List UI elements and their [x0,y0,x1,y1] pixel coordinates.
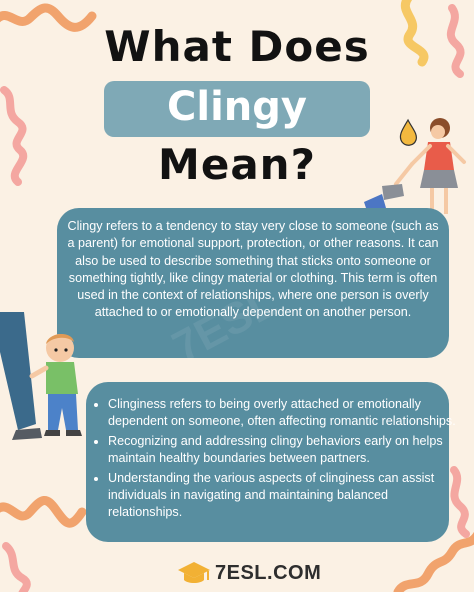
key-points-panel [86,382,449,542]
squiggle-bottom-right-2 [450,466,470,538]
title-line-1: What Does [104,22,370,71]
squiggle-top-left [0,3,97,32]
title-keyword: Clingy [167,84,307,130]
squiggle-right [446,4,465,78]
title-highlight-pill [104,81,370,137]
definition-text: Clingy refers to a tendency to stay very… [67,219,439,320]
key-point-item: Clinginess refers to being overly attach… [108,396,456,430]
brand-logo-text[interactable]: 7ESL.COM [215,562,322,584]
key-points-list: Clinginess refers to being overly attach… [94,396,456,524]
squiggle-bottom-right [393,531,474,592]
key-point-item: Understanding the various aspects of cli… [108,470,456,521]
squiggle-bottom-left [0,496,87,528]
child-holding-leg-illustration [0,312,82,440]
graduation-cap-icon [178,562,210,583]
key-point-item: Recognizing and addressing clingy behavi… [108,433,456,467]
title-line-3: Mean? [158,140,316,189]
squiggle-bottom-left-2 [2,542,31,592]
squiggle-top-right [401,0,429,67]
squiggle-left [0,86,28,186]
definition-panel [57,208,449,358]
